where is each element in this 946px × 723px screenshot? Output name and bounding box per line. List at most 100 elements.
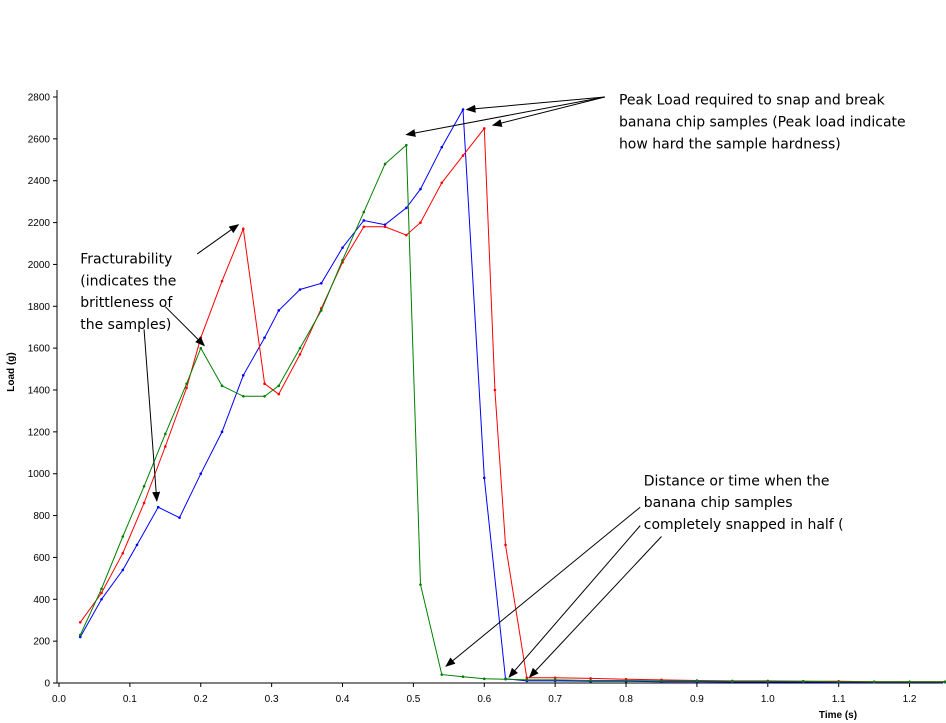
x-axis-title: Time (s) xyxy=(819,710,857,721)
annotation-arrow xyxy=(164,306,206,347)
series-point xyxy=(341,246,344,249)
series-point xyxy=(419,583,422,586)
x-tick-label: 0.2 xyxy=(194,694,208,705)
x-tick-label: 0.1 xyxy=(123,694,137,705)
series-point xyxy=(199,336,203,339)
annotation-arrow xyxy=(405,96,605,137)
series-point xyxy=(383,162,387,166)
annotation-arrow xyxy=(143,329,161,502)
series-point xyxy=(199,472,203,476)
series-point xyxy=(121,535,125,538)
series-point xyxy=(504,543,507,547)
annotation-3: Distance or time when the banana chip sam… xyxy=(445,473,844,678)
annotation-text: completely snapped in half ( xyxy=(644,517,844,533)
series-point xyxy=(482,677,486,681)
series-point xyxy=(100,591,103,595)
series-point xyxy=(908,680,911,684)
series-point xyxy=(731,680,734,683)
x-tick-label: 0.6 xyxy=(477,694,491,705)
series-point xyxy=(178,516,181,519)
series-point xyxy=(121,551,125,555)
series-point xyxy=(801,680,805,683)
series-point xyxy=(553,676,557,680)
x-tick-label: 0.3 xyxy=(265,694,279,705)
series-point xyxy=(220,279,224,283)
series-point xyxy=(525,678,529,682)
series-point xyxy=(695,679,699,683)
x-tick-label: 0.0 xyxy=(52,694,66,705)
annotation-arrow xyxy=(528,536,662,678)
annotation-text: Peak Load required to snap and break xyxy=(619,93,886,109)
x-tick-label: 0.9 xyxy=(690,694,704,705)
annotation-arrow xyxy=(465,96,605,113)
y-tick-label: 1400 xyxy=(28,386,51,397)
series-point xyxy=(156,505,160,509)
series-point xyxy=(362,210,366,214)
series-point xyxy=(405,206,408,210)
series-point xyxy=(319,281,323,285)
series-point xyxy=(493,388,497,392)
series-point xyxy=(185,386,188,390)
series-line-2 xyxy=(79,127,945,683)
series-point xyxy=(383,225,387,229)
annotation-text: Distance or time when the xyxy=(644,473,830,489)
series-point xyxy=(319,309,323,312)
series-point xyxy=(220,384,224,388)
annotation-arrow xyxy=(445,506,641,667)
annotation-text: Fracturability xyxy=(80,252,172,268)
y-tick-label: 600 xyxy=(33,553,50,564)
x-tick-label: 1.1 xyxy=(832,694,846,705)
series-point xyxy=(135,543,139,547)
series-point xyxy=(440,145,444,149)
series-point xyxy=(142,501,146,505)
y-tick-label: 2200 xyxy=(28,218,51,229)
series-point xyxy=(277,384,281,388)
series-point xyxy=(263,382,266,386)
y-tick-label: 1200 xyxy=(28,427,51,438)
series-line-1 xyxy=(79,107,945,683)
series-point xyxy=(362,219,366,222)
series-point xyxy=(241,227,245,231)
series-point xyxy=(440,673,444,676)
series-point xyxy=(405,233,408,237)
y-tick-label: 0 xyxy=(44,679,50,690)
series-point xyxy=(121,568,125,572)
series-point xyxy=(482,476,486,480)
series-point xyxy=(241,394,245,398)
series-point xyxy=(362,225,366,229)
series-point xyxy=(277,309,281,312)
series-point xyxy=(660,679,663,683)
series-point xyxy=(341,258,344,262)
series-point xyxy=(461,154,465,157)
series-point xyxy=(185,382,188,386)
annotation-text: the samples) xyxy=(80,317,171,333)
series-point xyxy=(461,675,465,679)
series-point xyxy=(589,677,592,680)
series-line-3 xyxy=(79,144,945,683)
series-point xyxy=(872,680,876,684)
y-tick-label: 1600 xyxy=(28,344,51,355)
y-tick-label: 800 xyxy=(33,511,50,522)
y-tick-label: 2000 xyxy=(28,260,51,271)
series-point xyxy=(943,680,946,684)
y-tick-label: 2600 xyxy=(28,134,51,145)
series-point xyxy=(263,394,266,398)
series-point xyxy=(277,392,281,396)
x-tick-label: 1.2 xyxy=(903,694,917,705)
series-point xyxy=(482,127,486,130)
series-point xyxy=(383,223,387,226)
series-point xyxy=(405,143,408,147)
annotation-text: how hard the sample hardness) xyxy=(619,136,841,152)
series-point xyxy=(263,336,266,339)
annotation-text: banana chip samples (Peak load indicate xyxy=(619,115,906,131)
x-tick-label: 0.4 xyxy=(336,694,350,705)
annotation-text: brittleness of xyxy=(80,295,173,311)
annotation-1: Peak Load required to snap and break bana… xyxy=(405,93,906,152)
series-point xyxy=(419,221,422,224)
series-point xyxy=(504,677,507,681)
series-point xyxy=(553,678,557,682)
series-point xyxy=(220,430,224,434)
series-point xyxy=(142,484,146,488)
series-point xyxy=(461,108,465,111)
